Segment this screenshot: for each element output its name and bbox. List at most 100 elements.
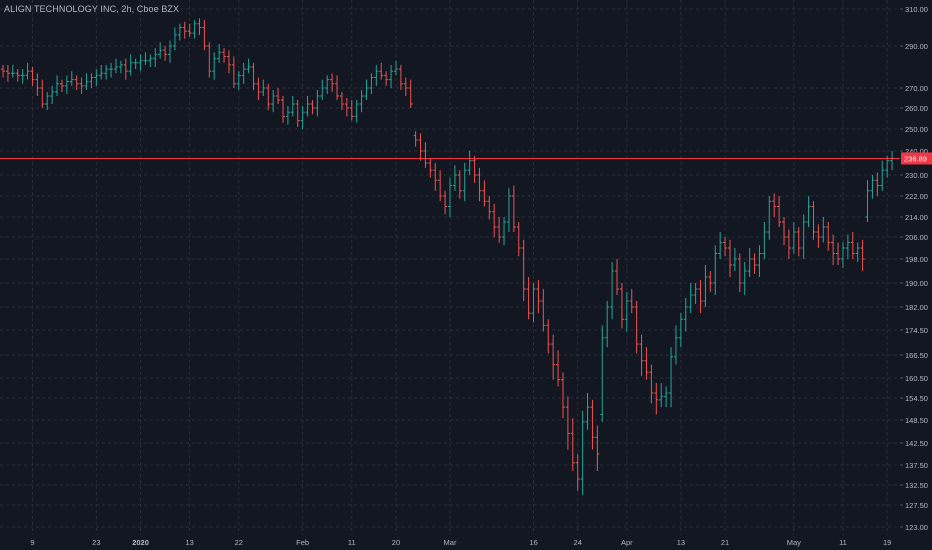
ohlc-bar bbox=[472, 155, 477, 183]
ohlc-bar bbox=[423, 142, 428, 168]
ohlc-bar bbox=[762, 222, 767, 259]
ohlc-bar bbox=[389, 64, 394, 88]
time-tick-label: 23 bbox=[92, 538, 100, 547]
ohlc-bar bbox=[443, 190, 448, 215]
time-tick-label: 20 bbox=[392, 538, 400, 547]
ohlc-bar bbox=[163, 46, 168, 61]
price-tick-label: 270.00 bbox=[905, 84, 928, 93]
ohlc-bar bbox=[664, 386, 669, 408]
ohlc-bar bbox=[197, 18, 202, 35]
time-tick-label: 22 bbox=[235, 538, 243, 547]
ohlc-bar bbox=[25, 62, 30, 80]
ohlc-bar bbox=[634, 301, 639, 354]
ohlc-bar bbox=[123, 58, 128, 80]
ohlc-bar bbox=[791, 222, 796, 254]
ohlc-bar bbox=[325, 75, 330, 94]
current-price-badge bbox=[901, 152, 932, 165]
price-tick-label: 222.00 bbox=[905, 192, 928, 201]
ohlc-bar bbox=[408, 79, 413, 108]
ohlc-bar bbox=[344, 98, 349, 117]
ohlc-bar bbox=[231, 56, 236, 88]
ohlc-bar bbox=[890, 151, 895, 171]
ohlc-bar bbox=[158, 42, 163, 59]
ohlc-bar bbox=[276, 88, 281, 104]
ohlc-bar bbox=[595, 425, 600, 471]
ohlc-bar bbox=[585, 393, 590, 430]
ohlc-bar bbox=[782, 217, 787, 246]
ohlc-bar bbox=[708, 271, 713, 292]
ohlc-bar bbox=[335, 75, 340, 100]
ohlc-bar bbox=[654, 383, 659, 415]
ohlc-bar bbox=[497, 217, 502, 243]
price-tick-label: 154.50 bbox=[905, 394, 928, 403]
price-tick-label: 166.50 bbox=[905, 351, 928, 360]
price-tick-label: 290.00 bbox=[905, 42, 928, 51]
ohlc-bar bbox=[1, 64, 5, 78]
ohlc-bar bbox=[374, 64, 379, 86]
ohlc-bar bbox=[369, 73, 374, 94]
ohlc-bar bbox=[113, 58, 118, 74]
ohlc-bar bbox=[84, 73, 89, 90]
ohlc-bar bbox=[683, 298, 688, 332]
ohlc-bar bbox=[428, 158, 433, 178]
ohlc-bar bbox=[757, 245, 762, 277]
chart-title: ALIGN TECHNOLOGY INC, 2h, Cboe BZX bbox=[4, 4, 180, 14]
ohlc-bar bbox=[433, 163, 438, 191]
price-tick-label: 230.00 bbox=[905, 171, 928, 180]
ohlc-bar bbox=[752, 253, 757, 274]
ohlc-bar bbox=[133, 58, 138, 70]
ohlc-bar bbox=[693, 283, 698, 304]
time-tick-label: 13 bbox=[185, 538, 193, 547]
ohlc-bar bbox=[45, 92, 50, 111]
ohlc-bar bbox=[79, 77, 84, 94]
ohlc-bar bbox=[644, 347, 649, 380]
ohlc-bar bbox=[55, 75, 60, 96]
ohlc-bar bbox=[845, 234, 850, 259]
ohlc-bar bbox=[521, 239, 526, 301]
ohlc-bar bbox=[35, 73, 40, 96]
ohlc-bar bbox=[560, 372, 565, 419]
ohlc-bar bbox=[226, 50, 231, 74]
ohlc-bar bbox=[737, 253, 742, 292]
ohlc-bar bbox=[168, 40, 173, 63]
price-tick-label: 132.50 bbox=[905, 481, 928, 490]
ohlc-bar bbox=[860, 239, 865, 271]
ohlc-bar bbox=[251, 62, 256, 90]
price-tick-label: 160.50 bbox=[905, 374, 928, 383]
ohlc-bar bbox=[531, 283, 536, 323]
ohlc-bar bbox=[492, 203, 497, 237]
grid bbox=[0, 0, 900, 535]
ohlc-bar bbox=[747, 248, 752, 277]
ohlc-bar bbox=[5, 64, 10, 82]
ohlc-bar bbox=[148, 54, 153, 67]
ohlc-bar bbox=[649, 364, 654, 404]
ohlc-bar bbox=[256, 77, 261, 100]
ohlc-bar bbox=[669, 347, 674, 408]
ohlc-bar bbox=[678, 313, 683, 348]
ohlc-bar bbox=[836, 242, 841, 265]
ohlc-bar bbox=[723, 237, 728, 257]
ohlc-bar bbox=[403, 77, 408, 96]
ohlc-bar bbox=[772, 193, 777, 217]
time-tick-label: 9 bbox=[30, 538, 34, 547]
ohlc-bar bbox=[482, 180, 487, 207]
ohlc-bar bbox=[511, 185, 516, 232]
ohlc-bar bbox=[570, 418, 575, 471]
ohlc-bar bbox=[457, 170, 462, 199]
ohlc-bar bbox=[801, 214, 806, 259]
ohlc-bar bbox=[580, 410, 585, 495]
ohlc-bar bbox=[172, 27, 177, 51]
price-tick-label: 174.50 bbox=[905, 326, 928, 335]
ohlc-bar bbox=[713, 245, 718, 295]
ohlc-bar bbox=[831, 234, 836, 265]
ohlc-bar bbox=[398, 64, 403, 90]
price-tick-label: 182.00 bbox=[905, 303, 928, 312]
ohlc-bar bbox=[50, 85, 55, 104]
ohlc-bar bbox=[217, 44, 222, 63]
ohlc-bar bbox=[629, 289, 634, 314]
ohlc-bar bbox=[290, 96, 295, 117]
ohlc-bar bbox=[413, 131, 418, 147]
ohlc-bar bbox=[99, 64, 104, 80]
